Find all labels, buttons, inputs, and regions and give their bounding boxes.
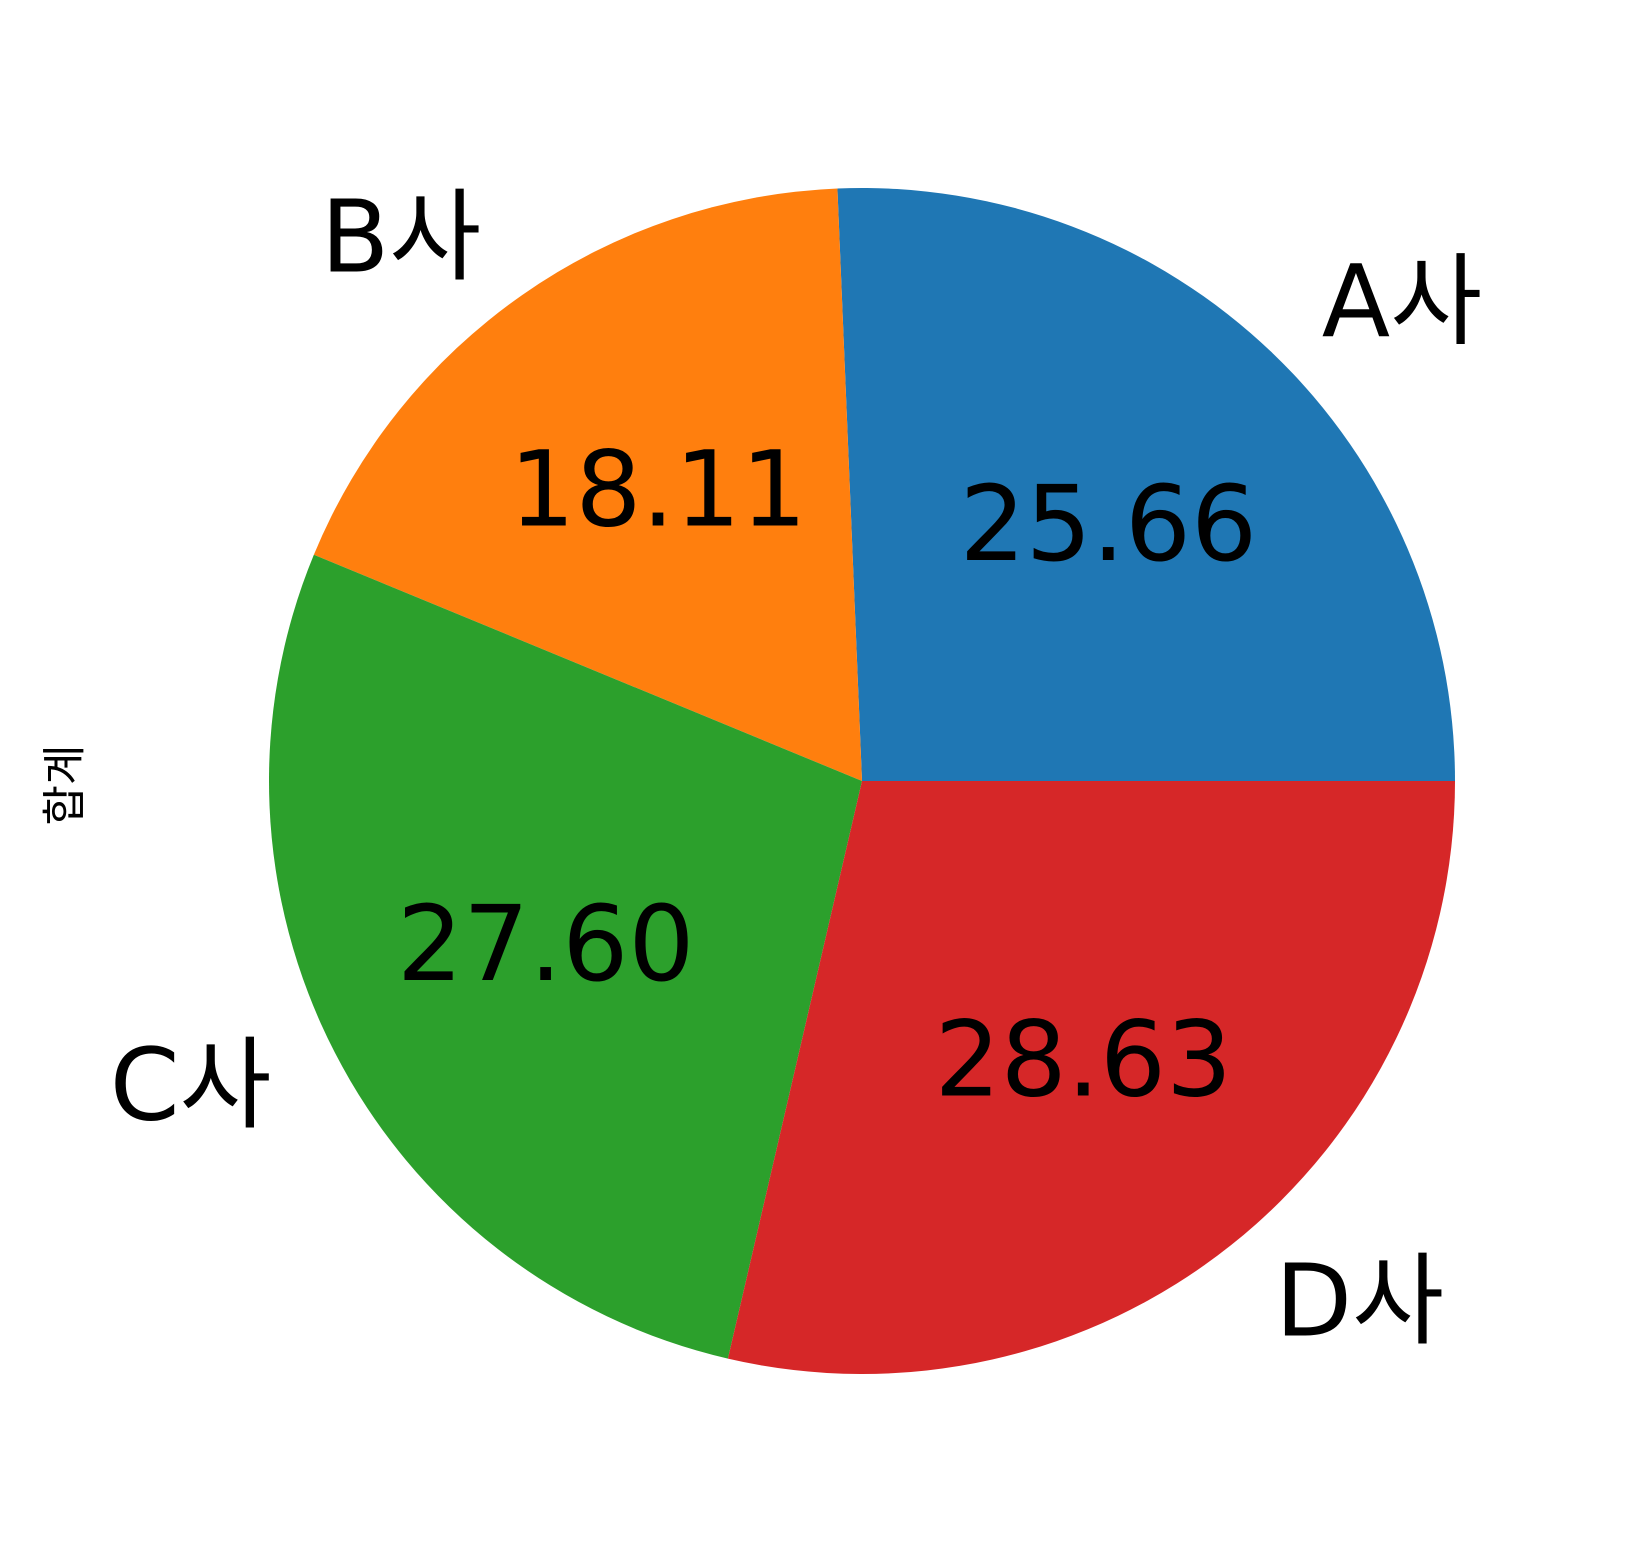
slice-label-4: D사	[1275, 1243, 1444, 1360]
pie-labels: A사 25.66 B사 18.11 C사 27.60 D사 28.63	[110, 178, 1482, 1359]
slice-label-2: B사	[321, 178, 482, 295]
value-label-3: 27.60	[397, 883, 695, 1005]
pie-slices	[268, 187, 1455, 1374]
value-label-4: 28.63	[934, 999, 1232, 1121]
slice-label-1: A사	[1322, 243, 1482, 360]
pie-slice-1	[837, 187, 1455, 781]
slice-label-3: C사	[110, 1027, 272, 1144]
value-label-1: 25.66	[959, 463, 1257, 585]
y-axis-label: 합계	[40, 745, 91, 826]
pie-slice-4	[727, 781, 1455, 1374]
value-label-2: 18.11	[509, 428, 807, 550]
pie-slice-3	[268, 554, 862, 1359]
pie-slice-2	[313, 188, 862, 781]
